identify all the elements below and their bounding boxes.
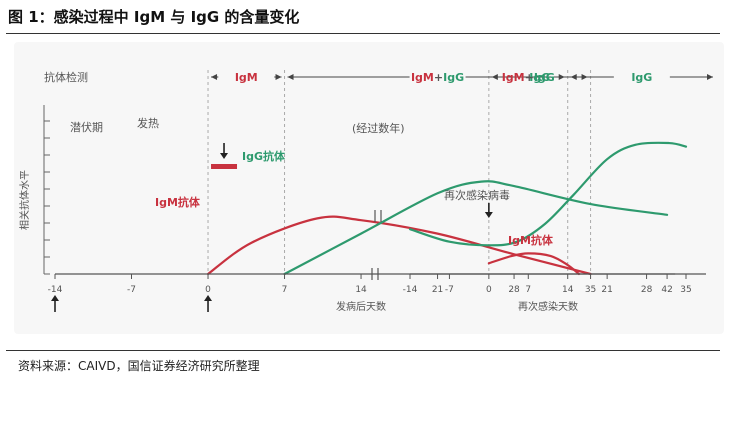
- x-tick-label: 14: [562, 285, 574, 295]
- down-arrow-head: [220, 153, 229, 159]
- x-tick-label: 14: [355, 285, 367, 295]
- phase-arrow-head: [558, 74, 565, 80]
- x-tick-label: -14: [48, 285, 63, 295]
- phase-label-part: +: [525, 71, 534, 84]
- phase-label-part: +: [434, 71, 443, 84]
- x-tick-label: -7: [445, 285, 454, 295]
- phase-label: IgG: [631, 71, 652, 84]
- up-arrow-head: [204, 295, 213, 301]
- x-tick-label: 7: [282, 285, 288, 295]
- x-tick-label: -14: [403, 285, 418, 295]
- years-label: (经过数年): [352, 121, 405, 135]
- phase-arrow-head: [287, 74, 294, 80]
- phase-label-part: IgG: [534, 71, 555, 84]
- phase-label: IgM+IgG: [411, 71, 464, 84]
- down-arrow-head: [484, 212, 493, 218]
- x-tick-label: 35: [585, 285, 596, 295]
- grid-layer: [207, 70, 592, 274]
- phase-arrow-head: [211, 74, 218, 80]
- x-tick-label: 21: [432, 285, 443, 295]
- igm-curve: [487, 252, 581, 276]
- source-note: 资料来源：CAIVD，国信证券经济研究所整理: [18, 359, 260, 373]
- x-tick-label: 0: [205, 285, 211, 295]
- phase-arrow-head: [570, 74, 577, 80]
- igg-antibody-label: IgG抗体: [242, 149, 286, 163]
- phase-label-part: IgM: [411, 71, 434, 84]
- x-tick-label: 28: [508, 285, 520, 295]
- incubation-label: 潜伏期: [70, 120, 103, 134]
- phase-label-part: IgM: [502, 71, 525, 84]
- x-axis-label: 再次感染天数: [518, 300, 578, 313]
- x-tick-label: 21: [601, 285, 612, 295]
- x-tick-label: 0: [486, 285, 492, 295]
- fever-marker-bar: [211, 164, 238, 169]
- series-layer: [206, 141, 688, 276]
- up-arrow-head: [51, 295, 59, 301]
- fever-label: 发热: [137, 116, 159, 130]
- plot-background: [14, 42, 724, 334]
- phase-label: IgM: [235, 71, 258, 84]
- phase-label: IgM+IgG: [502, 71, 555, 84]
- x-tick-label: -7: [127, 285, 136, 295]
- igm-antibody-label-2: IgM抗体: [508, 233, 554, 247]
- reinfection-label: 再次感染病毒: [444, 188, 510, 202]
- figure-title: 图 1：感染过程中 IgM 与 IgG 的含量变化: [8, 8, 300, 26]
- phase-label-part: IgG: [443, 71, 464, 84]
- x-tick-label: 28: [641, 285, 653, 295]
- title-divider: [6, 33, 720, 34]
- axis-layer: -14 -7 0 7 14 21 28 35 42 发病后天数 -14 -7 0 7 14 21 28 35 再次感…: [43, 105, 706, 313]
- phase-label: IgG: [529, 71, 550, 84]
- phase-arrow-head: [707, 74, 713, 80]
- phase-row-label: 抗体检测: [44, 70, 88, 84]
- phase-arrow-head: [491, 74, 498, 80]
- x-tick-label: 7: [525, 285, 531, 295]
- x-axis-label: 发病后天数: [336, 300, 386, 313]
- igg-curve: [408, 141, 688, 247]
- phase-arrow-head: [275, 74, 282, 80]
- x-tick-label: 42: [661, 285, 672, 295]
- igm-antibody-label-1: IgM抗体: [155, 195, 201, 209]
- source-divider: [6, 350, 720, 351]
- y-axis-label: 相关抗体水平: [18, 170, 31, 230]
- x-tick-label: 35: [680, 285, 691, 295]
